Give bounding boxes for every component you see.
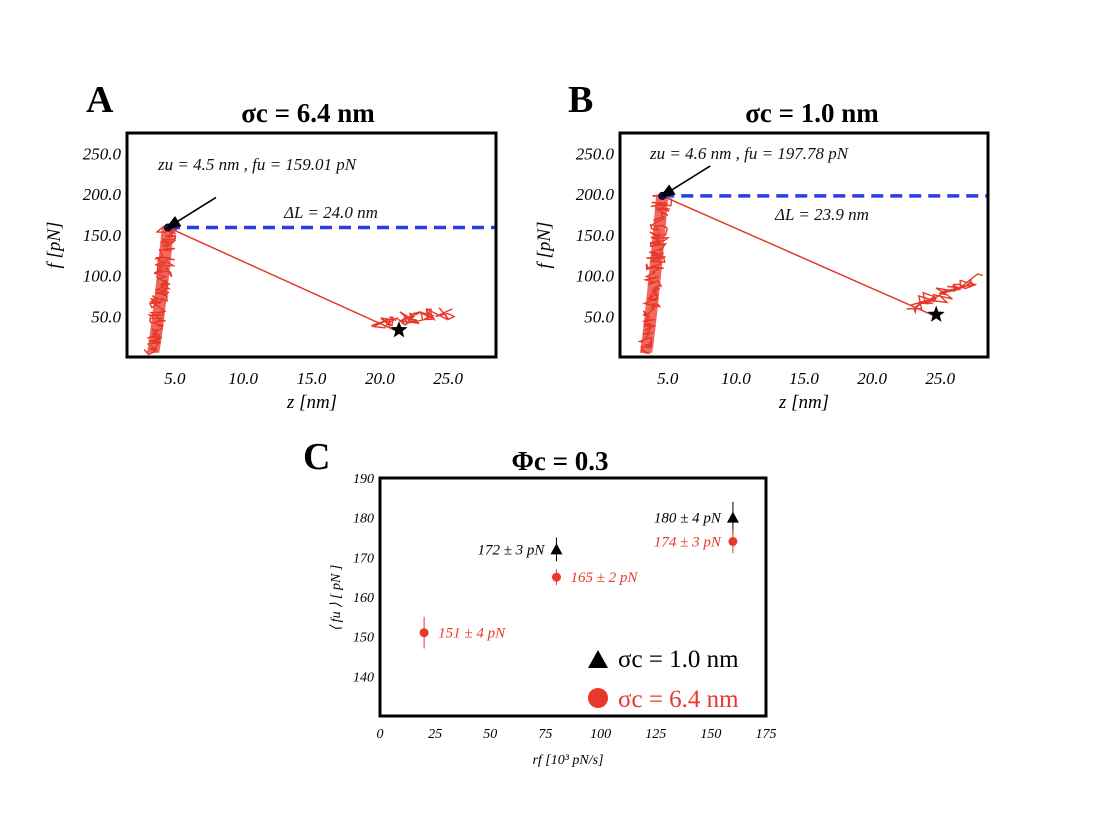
panel-a-letter: A <box>86 79 114 121</box>
panel-b-rupture-line <box>661 195 937 318</box>
panel-c-ytick-5: 190 <box>353 472 374 487</box>
panel-c-circle-label-1: 165 ± 2 pN <box>570 570 638 586</box>
panel-b: B σc = 1.0 nm 5.0 10.0 15.0 20.0 25.0 50.0 100… <box>534 79 990 413</box>
panel-b-xtick-0: 5.0 <box>657 369 679 388</box>
panel-c-tri-point-1 <box>726 511 739 523</box>
panel-c-xtick-2: 50 <box>483 727 497 742</box>
panel-c-circle-label-0: 151 ± 4 pN <box>438 626 506 642</box>
panel-b-rising-band <box>639 195 669 353</box>
panel-a-frame <box>125 131 498 359</box>
panel-c-xtick-5: 125 <box>645 727 666 742</box>
panel-a-refold-star <box>390 321 408 338</box>
panel-b-refold-star <box>927 305 945 322</box>
panel-b-ytick-4: 250.0 <box>576 144 615 163</box>
legend-triangle-marker <box>588 650 608 668</box>
panel-c-ytick-1: 150 <box>353 631 374 646</box>
panel-a-title: σc = 6.4 nm <box>241 98 375 128</box>
panel-a-rupture-line <box>167 226 400 333</box>
panel-c-xtick-1: 25 <box>428 727 442 742</box>
panel-c-title: Φc = 0.3 <box>511 446 608 476</box>
panel-a-ylabel: f [pN] <box>44 222 65 269</box>
panel-b-xtick-4: 25.0 <box>925 369 955 388</box>
panel-a-xtick-0: 5.0 <box>164 369 186 388</box>
panel-b-xtick-3: 20.0 <box>857 369 887 388</box>
panel-a-xtick-1: 10.0 <box>228 369 258 388</box>
panel-b-title: σc = 1.0 nm <box>745 98 879 128</box>
panel-c-xtick-7: 175 <box>756 727 777 742</box>
panel-a-plot: 5.0 10.0 15.0 20.0 25.0 50.0 100.0 150.0 200.0 25… <box>83 144 496 388</box>
panel-a-ytick-2: 150.0 <box>83 226 122 245</box>
panel-a-ytick-3: 200.0 <box>83 185 122 204</box>
panel-c-xtick-6: 150 <box>700 727 721 742</box>
panel-c-circle-point-0 <box>419 628 429 638</box>
panel-b-xlabel: z [nm] <box>778 392 829 413</box>
panel-a-xlabel: z [nm] <box>286 392 337 413</box>
panel-c-xtick-4: 100 <box>590 727 611 742</box>
panel-c-tri-label-1: 180 ± 4 pN <box>654 511 722 527</box>
panel-a-tail-trace <box>371 307 456 329</box>
panel-a-xtick-4: 25.0 <box>433 369 463 388</box>
panel-c-legend: σc = 1.0 nm σc = 6.4 nm <box>588 646 739 713</box>
panel-a-xtick-2: 15.0 <box>297 369 327 388</box>
panel-b-ytick-0: 50.0 <box>584 307 614 326</box>
panel-a-arrow-head <box>164 216 182 230</box>
panel-a-ytick-4: 250.0 <box>83 144 122 163</box>
panel-a-ytick-1: 100.0 <box>83 267 122 286</box>
panel-a-contour-label: ΔL = 24.0 nm <box>283 203 378 222</box>
panel-b-ytick-2: 150.0 <box>576 226 615 245</box>
panel-c-ytick-4: 180 <box>353 512 374 527</box>
panel-b-unfold-label: zu = 4.6 nm , fu = 197.78 pN <box>649 144 850 163</box>
panel-b-ylabel: f [pN] <box>534 222 555 269</box>
panel-c-plot: 0 25 50 75 100 125 150 175 140 150 160 170 180 190 172… <box>353 472 777 742</box>
panel-c-xtick-3: 75 <box>538 727 552 742</box>
legend-label-sigma-1: σc = 1.0 nm <box>618 646 739 673</box>
panel-b-xtick-2: 15.0 <box>789 369 819 388</box>
panel-b-arrow-shaft <box>669 165 711 192</box>
panel-c-circle-point-2 <box>728 536 738 546</box>
panel-a-xtick-3: 20.0 <box>365 369 395 388</box>
panel-c-ylabel: ⟨ fu ⟩ [ pN ] <box>329 565 344 632</box>
panel-c-frame <box>378 476 768 718</box>
panel-a-unfold-label: zu = 4.5 nm , fu = 159.01 pN <box>157 155 358 174</box>
panel-b-arrow-head <box>658 184 676 198</box>
panel-b-tail-trace <box>906 273 983 315</box>
panel-c-xlabel: rf [10³ pN/s] <box>532 753 603 768</box>
panel-c-tri-point-0 <box>550 543 563 555</box>
panel-c-letter: C <box>303 436 330 478</box>
legend-circle-marker <box>588 688 608 708</box>
panel-b-contour-label: ΔL = 23.9 nm <box>774 205 869 224</box>
panel-a: A σc = 6.4 nm 5.0 10.0 15.0 20.0 25.0 50.0 100… <box>44 79 498 413</box>
panel-b-letter: B <box>568 79 593 121</box>
panel-c-circle-label-2: 174 ± 3 pN <box>654 534 722 550</box>
panel-a-rising-band <box>146 227 175 353</box>
panel-c-xtick-0: 0 <box>377 727 384 742</box>
panel-c-tri-label-0: 172 ± 3 pN <box>477 542 545 558</box>
panel-b-ytick-3: 200.0 <box>576 185 615 204</box>
panel-c-circle-point-1 <box>551 572 561 582</box>
legend-label-sigma-6: σc = 6.4 nm <box>618 686 739 713</box>
panel-c: C Φc = 0.3 0 25 50 75 100 125 150 175 140 150 160 1… <box>303 436 777 768</box>
panel-a-ytick-0: 50.0 <box>91 307 121 326</box>
panel-b-plot: 5.0 10.0 15.0 20.0 25.0 50.0 100.0 150.0 200.0 25… <box>576 144 988 388</box>
panel-b-ytick-1: 100.0 <box>576 267 615 286</box>
panel-c-ytick-2: 160 <box>353 591 374 606</box>
panel-b-frame <box>618 131 990 359</box>
panel-a-arrow-shaft <box>175 196 217 224</box>
panel-c-ytick-3: 170 <box>353 551 374 566</box>
panel-c-ytick-0: 140 <box>353 670 374 685</box>
panel-b-xtick-1: 10.0 <box>721 369 751 388</box>
